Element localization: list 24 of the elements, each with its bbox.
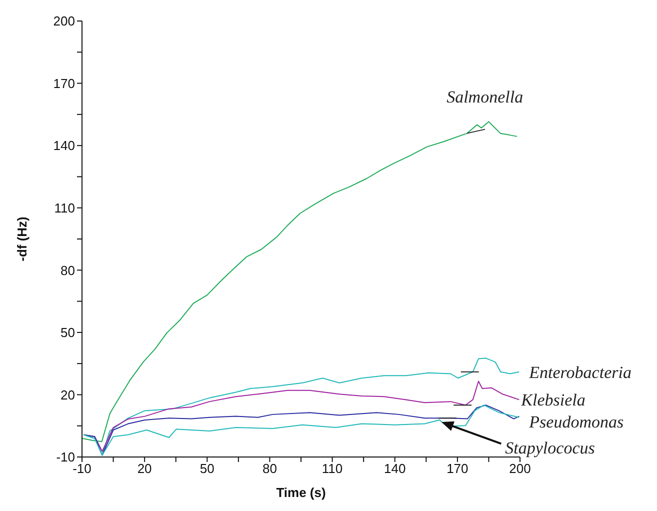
x-tick-label: -10 <box>72 461 92 476</box>
x-tick-label: 50 <box>200 461 214 476</box>
x-tick-label: 140 <box>384 461 406 476</box>
y-tick-label: -10 <box>56 450 75 465</box>
y-tick-label: 80 <box>60 262 75 278</box>
series-label: Salmonella <box>446 87 524 106</box>
series-label: Enterobacteria <box>528 362 632 382</box>
y-tick-label: 50 <box>60 325 75 340</box>
y-tick-label: 200 <box>53 14 75 29</box>
series-label: Klebsiela <box>520 390 586 410</box>
series-label: Stapylococus <box>505 438 596 458</box>
y-axis-title: -df (Hz) <box>14 216 30 262</box>
x-axis-title: Time (s) <box>276 485 326 500</box>
y-tick-label: 140 <box>53 138 75 154</box>
line-series <box>82 121 518 442</box>
x-tick-label: 170 <box>446 461 468 476</box>
x-tick-label: 80 <box>262 461 277 476</box>
x-tick-label: 110 <box>322 461 343 476</box>
x-tick-label: 20 <box>137 461 152 476</box>
y-tick-label: 170 <box>53 76 75 91</box>
y-tick-label: 20 <box>60 387 75 402</box>
y-tick-label: 110 <box>54 200 75 216</box>
x-tick-label: 200 <box>509 461 531 476</box>
series-label: Pseudomonas <box>528 412 624 432</box>
